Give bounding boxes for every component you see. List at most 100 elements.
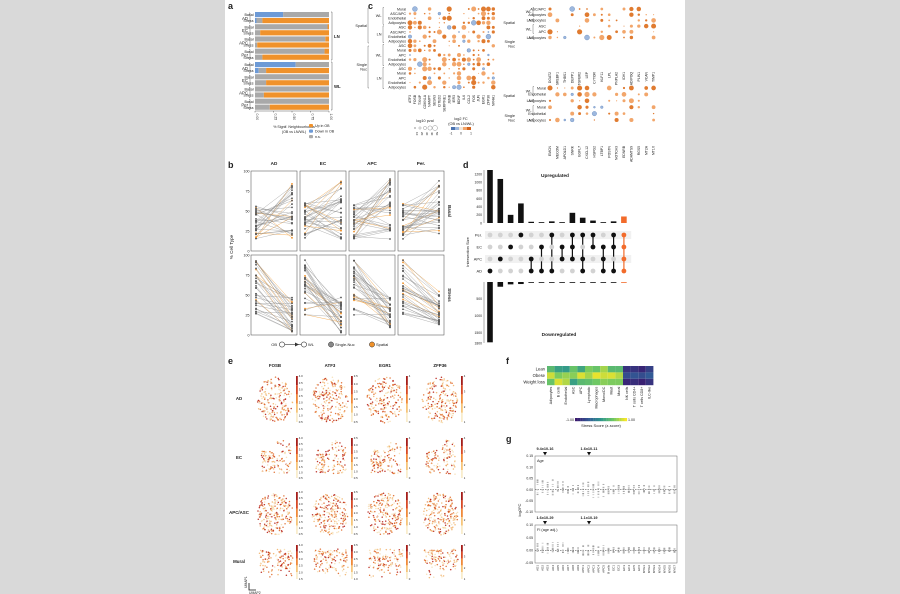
panel-c-dot [467,62,471,66]
panel-e-colorbar-seg [351,385,353,395]
panel-e-cell [374,523,376,525]
panel-b-point [304,282,306,284]
panel-e-cell [318,570,321,572]
panel-f-col-label: Endothelial [564,387,568,405]
panel-e-cell [267,379,269,382]
panel-e-cell [322,381,324,383]
panel-e-cell [314,411,317,413]
panel-e-cell [428,504,430,507]
panel-c-gene-label: NR4A1 [491,95,495,106]
panel-e-cell [313,515,315,517]
panel-c-dot [629,29,634,34]
panel-e-cell [443,527,446,529]
panel-e-cell [387,560,389,562]
panel-e-cell [284,501,287,504]
panel-e-colorbar-seg [351,454,353,462]
panel-e-cell [341,551,344,554]
panel-b-pair-line [255,207,293,211]
panel-e-cell [320,516,323,519]
panel-e-cell [287,410,290,412]
panel-e-cell [318,457,321,459]
panel-b-pair-line [353,205,391,225]
panel-d-dot [487,256,493,262]
panel-e-cell [347,400,349,402]
panel-e-cell [394,512,396,515]
panel-e: e FOSB ATF3 EGR1 ZFP36AD4.03.53.02.52.01.51… [228,356,466,594]
panel-e-cell [381,408,384,410]
panel-e-cell [381,493,383,495]
panel-e-cell [331,515,333,517]
panel-d-up-bar [569,212,576,223]
panel-e-cell [425,408,428,410]
panel-e-cell [397,527,399,530]
panel-e-cell [422,513,425,515]
panel-c-group-label: LN [527,99,532,103]
panel-e-cell [326,399,329,401]
panel-e-cell [284,564,286,567]
panel-e-cell [434,454,437,456]
panel-e-cell [456,397,458,400]
panel-e-cell [399,555,402,558]
panel-e-cell [315,411,318,414]
panel-c-dot [491,30,495,34]
panel-e-cell [442,415,444,417]
panel-e-cell [425,555,428,557]
panel-b-pair-line [304,314,342,323]
panel-e-cell [320,468,322,471]
panel-b-legend-spatial: Spatial [376,342,388,347]
panel-e-cell [273,566,276,568]
panel-d-ylabel: Intersection Size [465,236,470,266]
panel-e-cell [331,551,334,553]
panel-e-cell [285,497,287,500]
panel-c-dot [457,58,461,61]
panel-e-cell [442,564,444,566]
panel-e-cell [323,502,325,504]
panel-e-cell [282,526,284,529]
panel-e-cell [276,412,278,414]
panel-d-up-bar [538,222,545,223]
panel-c-dot [448,45,450,47]
panel-b-point [389,297,391,300]
panel-b-point [438,302,440,304]
panel-e-cell [279,459,281,462]
panel-e-cell [326,570,329,573]
panel-e-cell [273,413,276,416]
panel-b-pair-line [255,209,293,224]
panel-e-cell [319,564,322,566]
panel-e-cell [421,398,424,401]
panel-c-dot [486,6,491,12]
panel-c-dot [480,11,487,17]
panel-a-group-label: Per [241,103,248,108]
panel-b-row-title: Basal [447,205,452,217]
panel-e-cell [290,552,293,554]
panel-e-cell [394,563,397,565]
panel-f-cell [630,366,639,373]
panel-e-cell [398,464,401,466]
panel-e-cell [328,567,330,569]
panel-e-colorbar-seg [406,385,408,395]
panel-c-dot [456,75,462,81]
panel-b-pair-line [402,275,440,302]
panel-e-cell [370,414,373,416]
panel-e-cell [436,402,439,405]
panel-f-colorbar-seg [621,418,625,422]
panel-e-cell [385,392,387,395]
panel-e-cell [452,399,454,402]
panel-e-colorbar-tick: 3.5 [354,490,358,494]
panel-e-cell [337,379,340,382]
panel-e-cell [265,416,267,418]
panel-b-point [353,270,355,273]
panel-e-cell [449,560,452,562]
panel-e-cell [450,523,453,526]
panel-b-ytick: 50 [246,209,250,213]
panel-e-cell [262,454,265,457]
panel-c-dot [458,31,460,33]
panel-e-cell [327,382,329,385]
panel-b-point [255,296,257,299]
panel-e-cell [387,450,390,453]
panel-f-cell [645,378,654,386]
panel-c-dot [461,57,466,62]
panel-b-point [402,267,404,270]
panel-c-dot [628,98,634,104]
panel-b-point [438,221,440,223]
